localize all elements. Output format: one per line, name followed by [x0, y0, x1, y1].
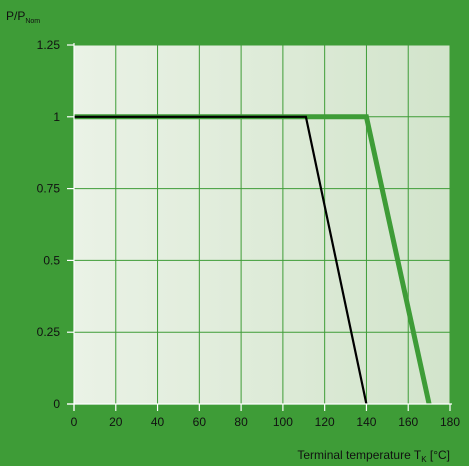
axis-titles: P/PNom Terminal temperature TK [°C]: [6, 9, 450, 464]
x-tick-label: 180: [440, 415, 460, 429]
y-axis-title: P/PNom: [6, 9, 40, 25]
x-axis-title: Terminal temperature TK [°C]: [297, 448, 450, 464]
y-tick-label: 0: [53, 397, 60, 411]
y-tick-label: 1.25: [37, 38, 61, 52]
x-tick-label: 80: [234, 415, 248, 429]
y-tick-label: 0.75: [37, 182, 61, 196]
x-tick-label: 160: [398, 415, 418, 429]
tick-labels: 0 20 40 60 80 100 120 140 160 180 0 0.25 0.5 0.75 1 1.2…: [37, 38, 461, 429]
y-tick-label: 0.5: [43, 253, 60, 267]
plot-area: [74, 45, 450, 404]
y-tick-label: 1: [53, 110, 60, 124]
x-tick-label: 140: [356, 415, 376, 429]
y-tick-label: 0.25: [37, 325, 61, 339]
x-tick-label: 0: [71, 415, 78, 429]
x-tick-label: 20: [109, 415, 123, 429]
series-group: [74, 114, 432, 405]
x-tick-label: 60: [193, 415, 207, 429]
x-tick-label: 120: [315, 415, 335, 429]
axes: [67, 43, 452, 411]
x-tick-label: 40: [151, 415, 165, 429]
x-tick-label: 100: [273, 415, 293, 429]
series-line-2: [74, 115, 368, 405]
